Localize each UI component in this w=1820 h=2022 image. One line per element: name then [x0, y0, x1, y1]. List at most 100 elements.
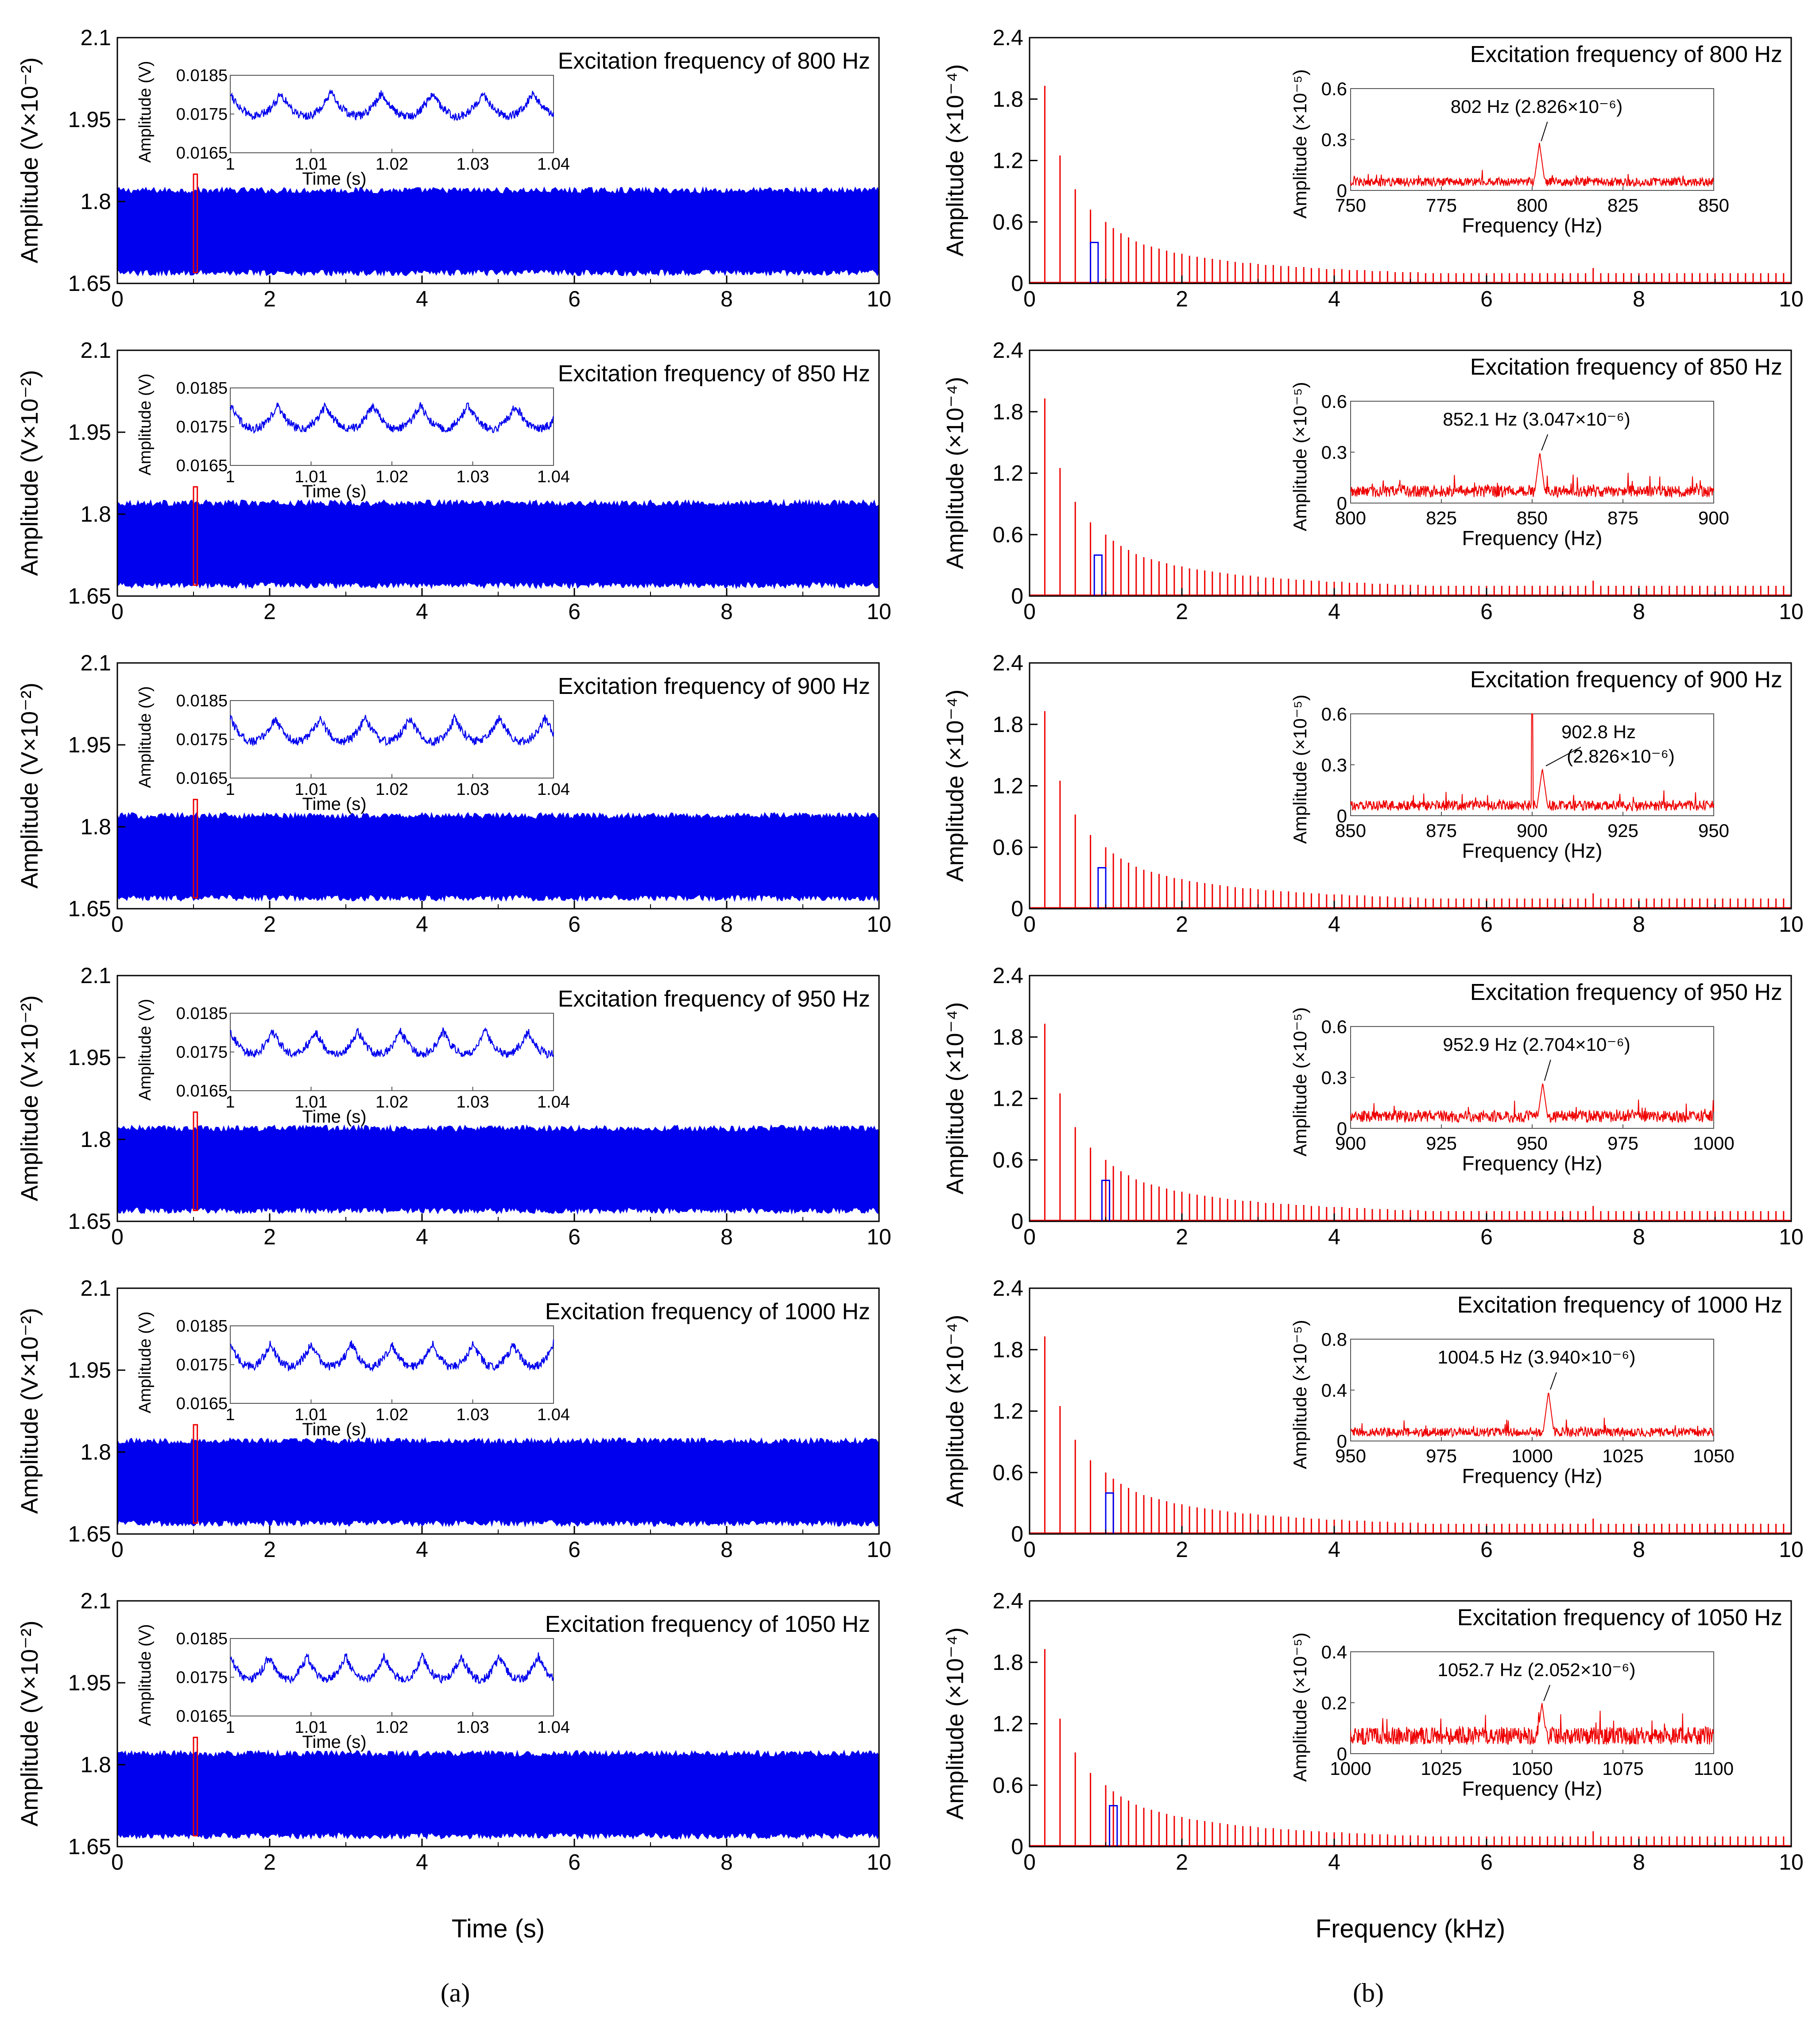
panel-b-row4-xtick-label: 2: [1176, 1537, 1188, 1562]
panel-a-row2-ytick-label: 1.95: [68, 732, 111, 757]
panel-a-row1-ylabel: Amplitude (V×10⁻²): [16, 370, 43, 576]
panel-b-row5-inset-arrow: [1543, 1685, 1551, 1701]
panel-b-row5-inset-spectrum: [1350, 1703, 1714, 1745]
panel-a-row2-zoom-marker: [193, 798, 198, 899]
panel-a-row1-inset-waveform: [229, 402, 554, 434]
panel-b-row3-inset-xtick-label: 925: [1426, 1133, 1457, 1154]
panel-b-row4-inset-arrow: [1549, 1372, 1557, 1390]
panel-b-row1-xtick-label: 8: [1633, 599, 1645, 624]
panel-a-row4-zoom-marker: [193, 1424, 198, 1524]
panel-b-row2-ytick-label: 1.2: [992, 774, 1023, 798]
panel-b-row1-xtick-label: 0: [1023, 599, 1036, 624]
panel-a-row0-signal-band: [117, 186, 879, 277]
panel-b-row2-inset-xtick-label: 950: [1698, 820, 1729, 841]
panel-b-row0-inset-spectrum: [1350, 143, 1714, 188]
panel-b-row3-title: Excitation frequency of 950 Hz: [1470, 980, 1782, 1005]
panel-a-row2-inset-ytick-label: 0.0175: [176, 731, 228, 749]
panel-a-row2-title: Excitation frequency of 900 Hz: [558, 674, 870, 699]
panel-a-row2-xtick-label: 4: [416, 912, 428, 937]
panel-b-row5-xtick-label: 4: [1328, 1850, 1340, 1875]
panel-a-row0-xtick-label: 8: [720, 287, 733, 311]
panel-b-row3-inset-xlabel: Frequency (Hz): [1462, 1152, 1603, 1175]
panel-b-row0-xtick-label: 8: [1633, 287, 1645, 311]
panel-a-row5-inset-xtick-label: 1.01: [295, 1718, 328, 1737]
panel-a-row1-xtick-label: 0: [111, 599, 124, 624]
panel-a-row1-ytick-label: 2.1: [80, 338, 111, 363]
panel-b-row5-inset-xtick-label: 1025: [1421, 1758, 1462, 1779]
panel-a-row3-zoom-marker: [193, 1111, 198, 1211]
panel-a-row2-xtick-label: 10: [867, 912, 891, 937]
panel-a-row1-title: Excitation frequency of 850 Hz: [558, 361, 870, 387]
panel-a-row2-xtick-label: 6: [568, 912, 581, 937]
panel-b-row2-inset-xtick-label: 900: [1517, 820, 1548, 841]
panel-b-row3-xtick-label: 6: [1480, 1224, 1493, 1249]
panel-a-row3-xtick-label: 4: [416, 1224, 428, 1249]
panel-b-row1-inset-spectrum: [1350, 453, 1714, 499]
panel-b-row2-inset-annotation: 902.8 Hz: [1561, 721, 1636, 742]
panel-a-row4-xtick-label: 6: [568, 1537, 581, 1562]
panel-a-row2-xtick-label: 0: [111, 912, 124, 937]
panel-b-row5-xtick-label: 6: [1480, 1850, 1493, 1875]
panel-b-row1-ytick-label: 1.2: [992, 461, 1023, 486]
panel-b-row0-inset-xtick-label: 750: [1335, 195, 1366, 216]
panel-a-row5-inset-xtick-label: 1.02: [376, 1718, 408, 1737]
panel-b-row0-xtick-label: 4: [1328, 287, 1340, 311]
panel-a-row1-zoom-marker: [193, 486, 198, 586]
panel-b-row4-inset-ytick-label: 0.8: [1321, 1329, 1347, 1350]
panel-b-row0-ylabel: Amplitude (×10⁻⁴): [942, 64, 968, 256]
panel-b-row5-title: Excitation frequency of 1050 Hz: [1457, 1605, 1782, 1631]
panel-b-row5-inset-xtick-label: 1000: [1330, 1758, 1371, 1779]
panel-a-row4-inset-ytick-label: 0.0165: [176, 1394, 228, 1413]
panel-a-row4-inset-waveform: [230, 1339, 554, 1372]
panel-b-row1-inset-xlabel: Frequency (Hz): [1462, 527, 1603, 550]
panel-a-row2-xtick-label: 2: [263, 912, 276, 937]
panel-a-row2-inset-xtick-label: 1: [225, 780, 235, 799]
panel-b-row2-xtick-label: 10: [1779, 912, 1804, 937]
panel-a-row0-xtick-label: 0: [111, 287, 124, 311]
panel-b-row2-inset-ytick-label: 0.3: [1321, 755, 1347, 775]
panel-a-row1-signal-band: [117, 499, 879, 590]
panel-b-row4-ytick-label: 1.2: [992, 1399, 1023, 1424]
panel-a-row2-inset-xtick-label: 1.02: [376, 780, 408, 799]
panel-b-row5-ytick-label: 0: [1011, 1834, 1023, 1859]
panel-a-row2-ylabel: Amplitude (V×10⁻²): [16, 682, 43, 888]
panel-b-row1-inset-xtick-label: 875: [1607, 507, 1638, 528]
panel-b-row0-ytick-label: 1.2: [992, 148, 1023, 173]
panel-a-row1-xtick-label: 8: [720, 599, 733, 624]
panel-a-row3-inset-ytick-label: 0.0165: [176, 1082, 228, 1100]
panel-b-row1-inset-xtick-label: 800: [1335, 507, 1366, 528]
panel-a-row4-inset-xtick-label: 1.04: [537, 1406, 570, 1424]
panel-a-row1-xtick-label: 6: [568, 599, 581, 624]
panel-b-row0-xtick-label: 10: [1779, 287, 1804, 311]
panel-a-row0-zoom-marker: [193, 173, 198, 273]
panel-b-row4-inset-xtick-label: 1050: [1693, 1445, 1734, 1466]
panel-a-row3-inset-waveform: [229, 1027, 554, 1059]
panel-a-row2-ytick-label: 1.8: [80, 814, 111, 839]
panel-a-row2-ytick-label: 2.1: [80, 651, 111, 675]
panel-b-row2-ytick-label: 2.4: [992, 651, 1023, 675]
panel-a-row5-title: Excitation frequency of 1050 Hz: [545, 1611, 870, 1637]
panel-a-row5-inset-xlabel: Time (s): [302, 1732, 366, 1752]
panel-b-row0-inset-xlabel: Frequency (Hz): [1462, 214, 1603, 237]
panel-b-row2-ylabel: Amplitude (×10⁻⁴): [942, 689, 968, 882]
panel-b-row5-ytick-label: 1.8: [992, 1650, 1023, 1675]
panel-a-row2-ytick-label: 1.65: [68, 896, 111, 921]
panel-b-row3-inset-xtick-label: 900: [1335, 1133, 1366, 1154]
panel-a-row3-inset-xtick-label: 1.02: [376, 1093, 408, 1112]
panel-a-row1-inset-xtick-label: 1.01: [295, 468, 328, 486]
panel-b-row3-inset-arrow: [1544, 1059, 1551, 1081]
panel-b-row1-inset-arrow: [1541, 434, 1549, 451]
panel-a-row0-inset-ytick-label: 0.0185: [176, 66, 228, 85]
panel-b-row2-inset-xtick-label: 850: [1335, 820, 1366, 841]
panel-b-row2-zoom-marker: [1097, 867, 1107, 910]
panel-a-row4-ytick-label: 1.65: [68, 1522, 111, 1546]
panel-b-row0-inset-ylabel: Amplitude (×10⁻⁵): [1289, 69, 1310, 218]
panel-a-row5-xtick-label: 2: [263, 1850, 276, 1875]
panel-b-row4-inset-ytick-label: 0.4: [1321, 1380, 1347, 1401]
panel-a-row5-xtick-label: 0: [111, 1850, 124, 1875]
panel-b-row2-inset-xlabel: Frequency (Hz): [1462, 839, 1603, 862]
panel-b-row3-ytick-label: 0.6: [992, 1147, 1023, 1172]
panel-b-row0-xtick-label: 2: [1176, 287, 1188, 311]
panel-a-row0-inset-xtick-label: 1: [225, 155, 235, 174]
